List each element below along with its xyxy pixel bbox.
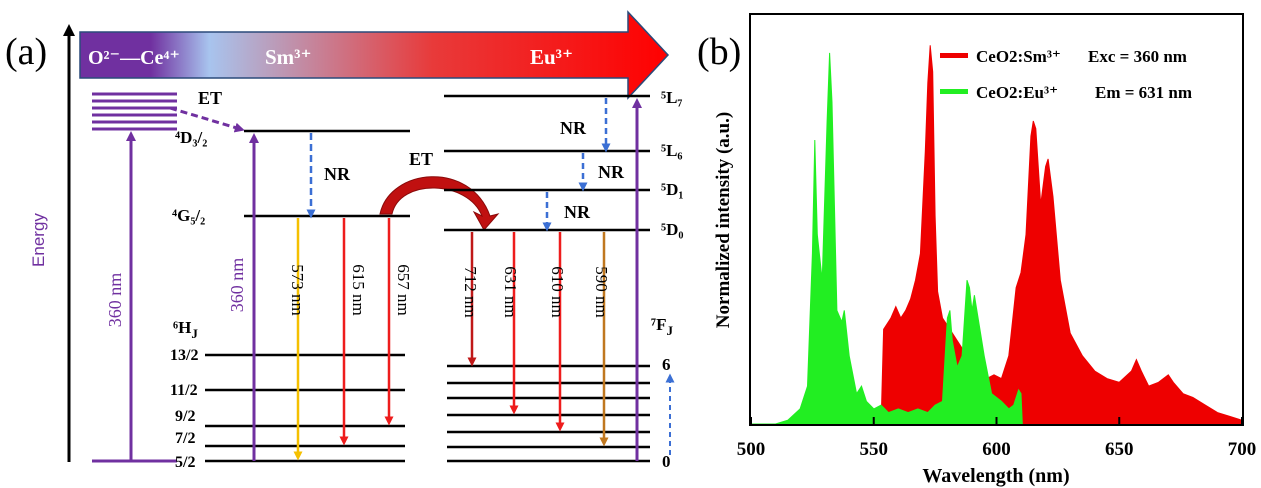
sm-sublevel-7-2: 7/2 bbox=[175, 430, 195, 447]
x-tick-label: 500 bbox=[737, 439, 766, 460]
panel-a-label: (a) bbox=[5, 31, 47, 73]
eu-emission-590-label: 590 nm bbox=[592, 266, 611, 317]
chart-legend: CeO2:Sm³⁺ Exc = 360 nm CeO2:Eu³⁺ Em = 63… bbox=[940, 47, 1192, 102]
eu-sublevel-bottom: 0 bbox=[662, 452, 671, 471]
sm-label-4g52: ⁴G₅/₂ bbox=[172, 206, 205, 225]
x-tick-label: 550 bbox=[860, 439, 889, 460]
panel-a: (a) Energy O²⁻—Ce⁴⁺ Sm³⁺ Eu³⁺ 360 nm ET … bbox=[5, 10, 683, 471]
sm-label-4d32: ⁴D₃/₂ bbox=[175, 128, 207, 147]
eu-label-5l6: ⁵L₆ bbox=[661, 141, 683, 160]
sm-sublevel-13-2: 13/2 bbox=[170, 347, 198, 364]
eu-emission-631-label: 631 nm bbox=[501, 266, 520, 317]
eu-label-5d1: ⁵D₁ bbox=[661, 180, 683, 199]
x-axis-label: Wavelength (nm) bbox=[922, 465, 1069, 487]
sm-label-6hj: ⁶HJ bbox=[173, 318, 198, 341]
et-arrow-sm-eu bbox=[379, 176, 500, 231]
sm-nr-label: NR bbox=[324, 164, 351, 184]
ce-excitation-label: 360 nm bbox=[105, 273, 125, 328]
banner-o-ce: O²⁻—Ce⁴⁺ bbox=[88, 47, 180, 69]
sm-sublevel-9-2: 9/2 bbox=[175, 408, 195, 425]
panel-b: (b) 500 550 600 650 700 Wavelength (nm) Norm… bbox=[697, 13, 1257, 487]
legend-swatch-sm bbox=[940, 53, 968, 58]
eu-emission-610-label: 610 nm bbox=[548, 266, 567, 317]
sm-emission-615-label: 615 nm bbox=[349, 264, 368, 315]
x-tick-label: 650 bbox=[1105, 439, 1134, 460]
spectrum-series-eu bbox=[751, 52, 1023, 425]
sm-sublevel-5-2: 5/2 bbox=[175, 454, 195, 471]
eu-nr-label-2: NR bbox=[598, 162, 625, 182]
eu-7f-sublevels bbox=[447, 364, 650, 463]
energy-transfer-banner bbox=[79, 10, 670, 100]
eu-label-5d0: ⁵D₀ bbox=[661, 220, 683, 239]
x-axis-ticks: 500 550 600 650 700 bbox=[737, 417, 1257, 460]
sm-6h-sublevels bbox=[205, 353, 405, 463]
eu-emission-712-label: 712 nm bbox=[461, 266, 480, 317]
eu-label-7fj: ⁷FJ bbox=[651, 315, 673, 338]
legend-label-eu: CeO2:Eu³⁺ bbox=[976, 83, 1058, 102]
ce-band-levels bbox=[92, 92, 177, 131]
legend-note-sm: Exc = 360 nm bbox=[1088, 47, 1187, 66]
eu-nr-label-3: NR bbox=[564, 202, 591, 222]
panel-b-label: (b) bbox=[697, 31, 741, 73]
plot-frame bbox=[749, 13, 1244, 426]
eu-nr-label-1: NR bbox=[560, 118, 587, 138]
legend-swatch-eu bbox=[940, 89, 968, 94]
legend-label-sm: CeO2:Sm³⁺ bbox=[976, 47, 1061, 66]
spectrum-chart bbox=[751, 45, 1243, 425]
sm-emission-657-label: 657 nm bbox=[394, 264, 413, 315]
sm-excitation-label: 360 nm bbox=[227, 258, 247, 313]
et-arrow-ce-sm bbox=[169, 106, 245, 133]
x-tick-label: 600 bbox=[982, 439, 1011, 460]
x-tick-label: 700 bbox=[1228, 439, 1257, 460]
energy-axis-label: Energy bbox=[29, 213, 48, 267]
sm-emission-573-label: 573 nm bbox=[288, 264, 307, 315]
et-label-sm-eu: ET bbox=[409, 149, 433, 169]
banner-sm: Sm³⁺ bbox=[265, 45, 312, 69]
spectrum-series-sm bbox=[880, 45, 1243, 425]
eu-sublevel-top: 6 bbox=[662, 355, 671, 374]
eu-label-5l7: ⁵L₇ bbox=[661, 88, 683, 107]
y-axis-label: Normalized intensity (a.u.) bbox=[713, 112, 734, 328]
legend-note-eu: Em = 631 nm bbox=[1095, 83, 1192, 102]
et-label-ce-sm: ET bbox=[198, 88, 222, 108]
banner-eu: Eu³⁺ bbox=[530, 45, 573, 69]
sm-sublevel-11-2: 11/2 bbox=[170, 382, 198, 399]
